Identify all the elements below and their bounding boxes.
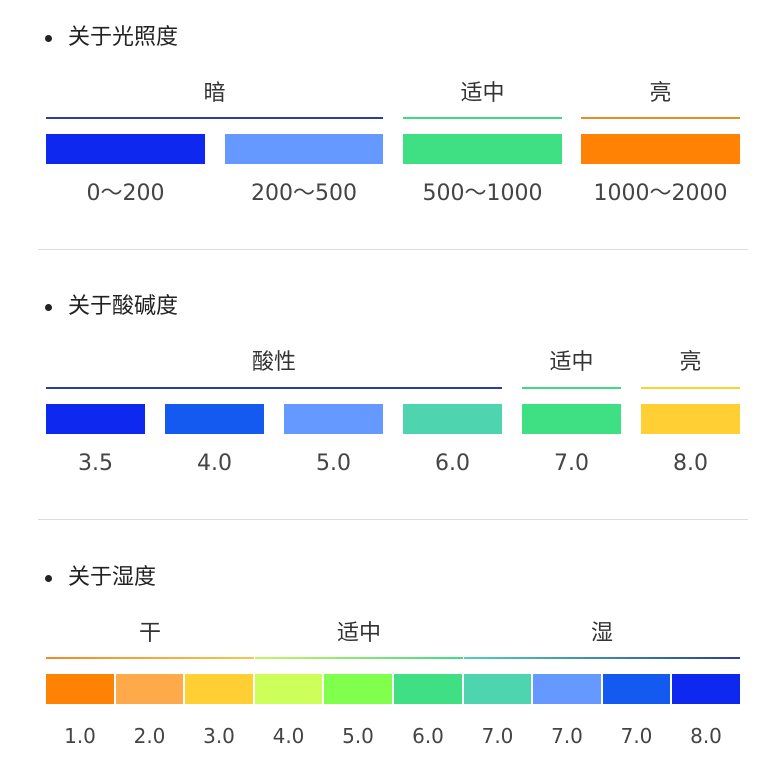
value-label: 5.0: [342, 724, 374, 748]
value-label: 4.0: [197, 451, 232, 476]
color-swatch: [225, 134, 383, 164]
color-swatch: [464, 674, 531, 704]
color-swatch: [46, 674, 114, 704]
category-label-neutral: 适中: [549, 350, 594, 375]
color-swatch: [185, 674, 253, 704]
color-swatch: [116, 674, 183, 704]
color-swatch: [46, 404, 145, 434]
category-label-wet: 湿: [590, 621, 613, 646]
value-label: 6.0: [435, 451, 470, 476]
range-label: 200～500: [251, 181, 357, 206]
section-title: 关于光照度: [68, 25, 179, 50]
category-line-acidic: [46, 387, 502, 389]
color-swatch: [46, 134, 205, 164]
value-label: 6.0: [412, 724, 444, 748]
color-swatch: [641, 404, 740, 434]
color-swatch: [394, 674, 462, 704]
color-swatch: [284, 404, 383, 434]
category-label-medium: 适中: [460, 81, 505, 106]
color-swatch: [255, 674, 322, 704]
color-swatch: [603, 674, 670, 704]
category-line-medium: [403, 117, 562, 119]
value-label: 7.0: [554, 451, 589, 476]
color-swatch: [403, 404, 502, 434]
color-swatch: [165, 404, 264, 434]
category-label-dark: 暗: [203, 81, 226, 106]
category-line-wet: [464, 657, 740, 659]
category-line-neutral: [522, 387, 621, 389]
category-line-dry: [46, 657, 254, 659]
category-line-medium: [255, 657, 463, 659]
range-label: 1000～2000: [593, 181, 728, 206]
section-title: 关于湿度: [68, 565, 157, 590]
value-label: 2.0: [133, 724, 166, 748]
value-label: 8.0: [673, 451, 708, 476]
bullet-icon: [45, 35, 52, 42]
value-label: 7.0: [620, 724, 653, 748]
section-divider: [38, 519, 748, 520]
category-label-medium: 适中: [336, 621, 381, 646]
section-title: 关于酸碱度: [68, 294, 179, 319]
color-swatch: [581, 134, 740, 164]
category-line-alkaline: [641, 387, 740, 389]
category-label-acidic: 酸性: [251, 350, 296, 375]
value-label: 3.5: [78, 451, 113, 476]
category-label-dry: 干: [138, 621, 161, 646]
category-label-alkaline: 亮: [679, 350, 702, 375]
value-label: 3.0: [203, 724, 235, 748]
range-label: 500～1000: [422, 181, 543, 206]
color-swatch: [522, 404, 621, 434]
value-label: 8.0: [690, 724, 722, 748]
range-label: 0～200: [86, 181, 165, 206]
category-line-dark: [46, 117, 383, 119]
color-swatch: [672, 674, 740, 704]
bullet-icon: [45, 304, 52, 311]
value-label: 5.0: [316, 451, 351, 476]
category-label-bright: 亮: [649, 81, 672, 106]
value-label: 4.0: [272, 724, 305, 748]
section-divider: [38, 249, 748, 250]
category-line-bright: [581, 117, 740, 119]
color-swatch: [533, 674, 601, 704]
color-swatch: [403, 134, 562, 164]
bullet-icon: [45, 575, 52, 582]
value-label: 1.0: [64, 724, 96, 748]
color-swatch: [324, 674, 392, 704]
value-label: 7.0: [551, 724, 583, 748]
value-label: 7.0: [481, 724, 514, 748]
